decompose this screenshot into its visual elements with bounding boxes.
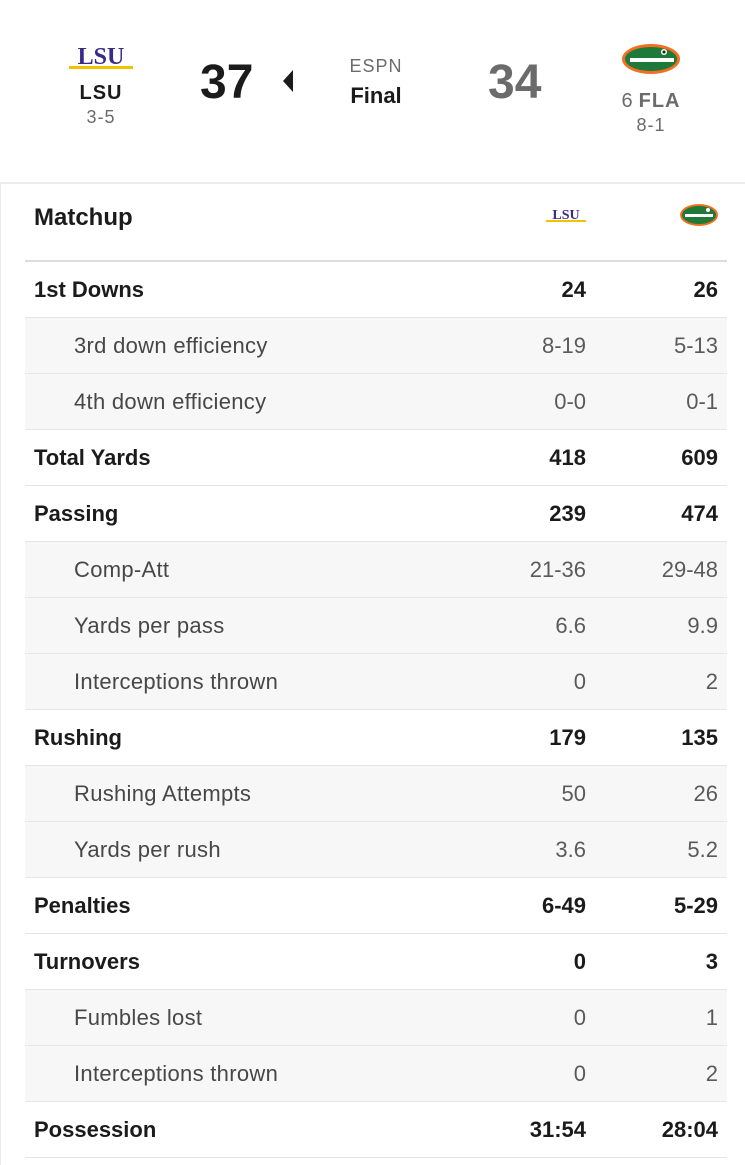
stat-value-home: 26 xyxy=(693,781,718,806)
stat-value-away: 0-0 xyxy=(554,389,586,414)
stat-label: Interceptions thrown xyxy=(74,1061,279,1086)
stat-value-home: 29-48 xyxy=(661,557,718,582)
stat-value-home: 609 xyxy=(681,445,718,470)
stat-row: 1st Downs 24 26 xyxy=(25,262,727,318)
stat-value-away: 50 xyxy=(561,781,586,806)
stat-row: Total Yards 418 609 xyxy=(25,430,727,486)
stat-row: Possession 31:54 28:04 xyxy=(25,1102,727,1158)
stat-value-away: 0 xyxy=(573,669,586,694)
stat-row: Comp-Att 21-36 29-48 xyxy=(25,542,727,598)
stat-row: Turnovers 0 3 xyxy=(25,934,727,990)
stat-label: Rushing Attempts xyxy=(74,781,252,806)
stat-label: Comp-Att xyxy=(74,557,170,582)
stat-label: Turnovers xyxy=(34,949,140,974)
home-score: 34 xyxy=(488,56,542,109)
away-team-abbr: LSU xyxy=(79,82,123,104)
stat-label: Penalties xyxy=(34,893,131,918)
stat-label: Passing xyxy=(34,501,119,526)
stat-value-home: 135 xyxy=(681,725,718,750)
away-team[interactable]: LSU LSU 3-5 xyxy=(31,38,171,128)
stat-label: Fumbles lost xyxy=(74,1005,203,1030)
home-team-rank: 6 xyxy=(621,90,634,112)
stat-value-home: 3 xyxy=(705,949,718,974)
stat-value-away: 0 xyxy=(573,1005,586,1030)
stat-value-away: 21-36 xyxy=(529,557,586,582)
matchup-title: Matchup xyxy=(34,204,133,231)
stat-value-away: 0 xyxy=(573,949,586,974)
stat-value-away: 179 xyxy=(549,725,586,750)
stat-row: Fumbles lost 0 1 xyxy=(25,990,727,1046)
stat-label: Possession xyxy=(34,1117,157,1142)
stat-label: Yards per rush xyxy=(74,837,221,862)
home-team-abbr: 6 FLA xyxy=(581,90,721,113)
stat-label: 1st Downs xyxy=(34,277,145,302)
stat-label: 4th down efficiency xyxy=(74,389,267,414)
home-team-record: 8-1 xyxy=(636,115,666,135)
game-state-label: Final xyxy=(350,83,402,108)
stat-value-home: 26 xyxy=(693,277,718,302)
lsu-logo-text: LSU xyxy=(78,44,125,70)
stat-row: Yards per rush 3.6 5.2 xyxy=(25,822,727,878)
lsu-column-logo-text: LSU xyxy=(552,208,579,223)
network-label: ESPN xyxy=(349,56,403,76)
stat-value-away: 6.6 xyxy=(555,613,586,638)
stat-value-home: 28:04 xyxy=(661,1117,718,1142)
stat-value-home: 0-1 xyxy=(686,389,718,414)
stat-value-home: 9.9 xyxy=(687,613,718,638)
stat-value-home: 2 xyxy=(705,1061,718,1086)
home-team-abbr-text: FLA xyxy=(638,90,681,112)
stat-value-away: 24 xyxy=(561,277,586,302)
stat-row: Yards per pass 6.6 9.9 xyxy=(25,598,727,654)
stat-row: Passing 239 474 xyxy=(25,486,727,542)
stat-value-home: 5-13 xyxy=(673,333,718,358)
stat-value-away: 31:54 xyxy=(529,1117,586,1142)
stat-row: Interceptions thrown 0 2 xyxy=(25,1046,727,1102)
stat-label: Total Yards xyxy=(34,445,151,470)
stat-value-away: 6-49 xyxy=(541,893,586,918)
home-team[interactable]: 6 FLA 8-1 xyxy=(581,38,721,136)
away-score: 37 xyxy=(200,56,254,109)
florida-gator-logo-icon xyxy=(622,44,680,74)
stat-row: Rushing Attempts 50 26 xyxy=(25,766,727,822)
stat-value-home: 1 xyxy=(705,1005,718,1030)
matchup-card: Matchup LSU 1st Downs 24 26 3rd down effici… xyxy=(0,182,745,1165)
stat-value-away: 418 xyxy=(549,445,586,470)
scoreboard-header: LSU LSU 3-5 37 ESPN Final 34 6 FLA 8-1 xyxy=(0,0,745,182)
stat-row: 4th down efficiency 0-0 0-1 xyxy=(25,374,727,430)
stat-row: 3rd down efficiency 8-19 5-13 xyxy=(25,318,727,374)
stat-value-home: 2 xyxy=(705,669,718,694)
game-status: ESPN Final xyxy=(316,56,436,109)
caret-left-icon xyxy=(283,70,293,92)
stat-label: 3rd down efficiency xyxy=(74,333,268,358)
lsu-column-logo-icon: LSU xyxy=(546,208,586,223)
stat-label: Rushing xyxy=(34,725,122,750)
stat-value-away: 0 xyxy=(573,1061,586,1086)
stat-row: Penalties 6-49 5-29 xyxy=(25,878,727,934)
matchup-header: Matchup LSU xyxy=(25,184,727,262)
stat-value-home: 5-29 xyxy=(673,893,718,918)
stat-row: Interceptions thrown 0 2 xyxy=(25,654,727,710)
lsu-logo-icon: LSU xyxy=(69,44,133,70)
florida-column-logo-icon xyxy=(680,204,718,226)
stat-value-home: 474 xyxy=(681,501,718,526)
stat-label: Interceptions thrown xyxy=(74,669,279,694)
stat-value-away: 8-19 xyxy=(541,333,586,358)
stat-value-away: 3.6 xyxy=(555,837,586,862)
stat-value-home: 5.2 xyxy=(687,837,718,862)
stat-table: 1st Downs 24 26 3rd down efficiency 8-19 5-13… xyxy=(25,262,727,1158)
stat-label: Yards per pass xyxy=(74,613,225,638)
stat-value-away: 239 xyxy=(549,501,586,526)
away-team-record: 3-5 xyxy=(86,107,116,127)
stat-row: Rushing 179 135 xyxy=(25,710,727,766)
